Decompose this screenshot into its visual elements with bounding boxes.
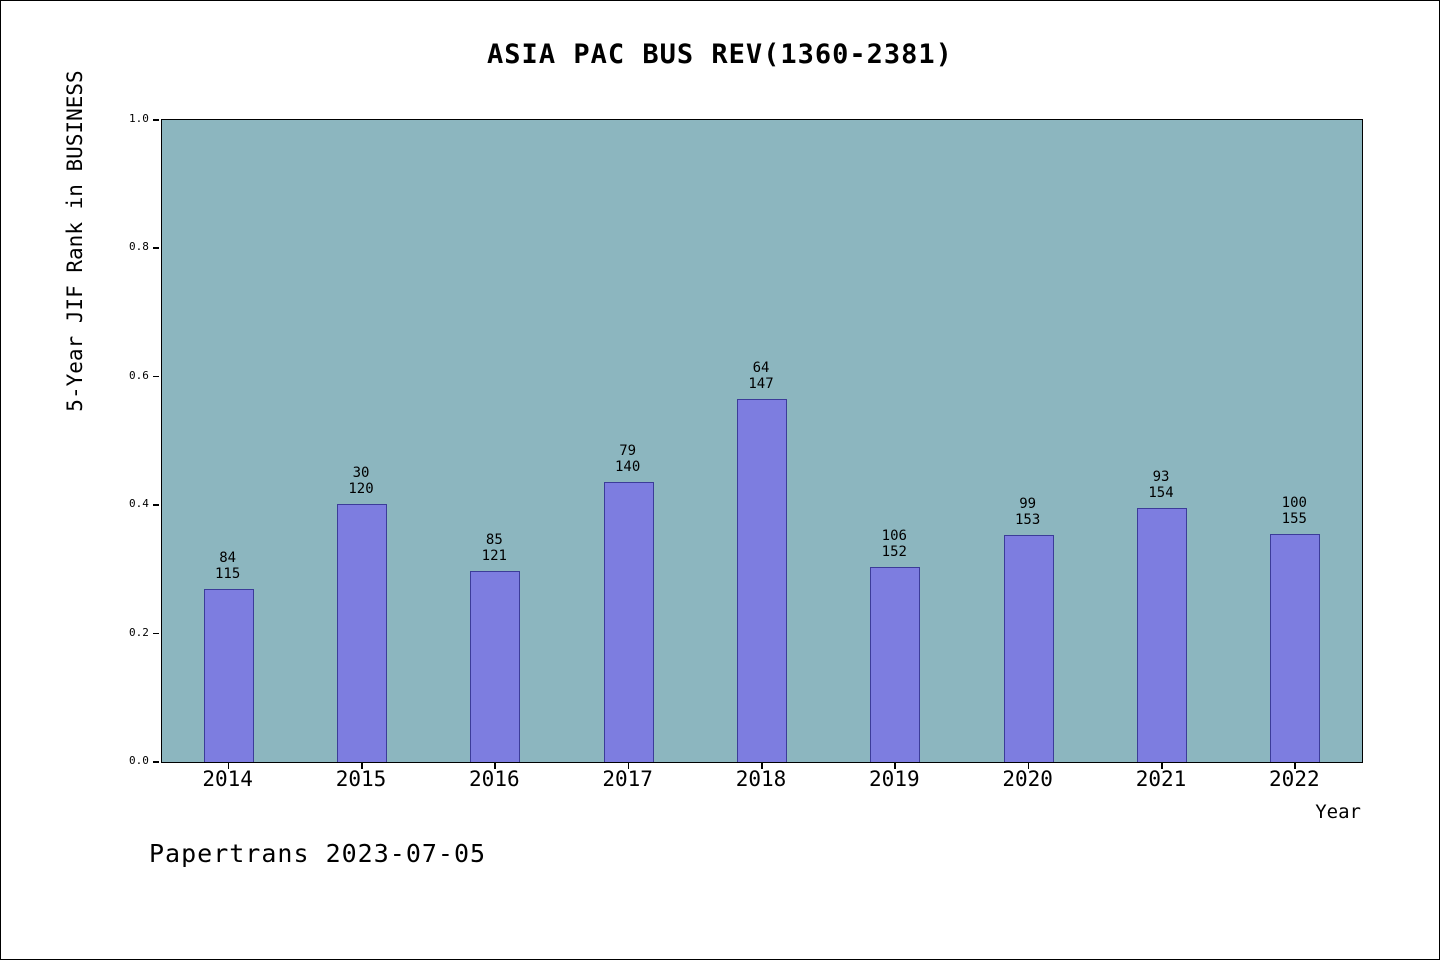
- bar-value-label-2019: 106 152: [881, 528, 907, 560]
- x-tick-label-2022: 2022: [1269, 767, 1320, 791]
- x-tick-label-2015: 2015: [335, 767, 387, 791]
- bar-2016: [470, 571, 521, 762]
- y-tick-label-0.6: 0.6: [129, 368, 149, 382]
- bar-2022: [1270, 534, 1321, 762]
- bar-value-label-2015: 30 120: [348, 465, 374, 497]
- x-tick-mark: [1161, 763, 1163, 769]
- x-tick-label-2019: 2019: [869, 767, 920, 791]
- bar-value-label-2021: 93 154: [1148, 469, 1174, 501]
- y-tick-label-1.0: 1.0: [129, 112, 149, 125]
- bar-value-label-2016: 85 121: [481, 532, 507, 564]
- y-tick-mark: [153, 375, 159, 378]
- y-tick-mark: [153, 247, 159, 249]
- x-tick-label-2017: 2017: [602, 767, 653, 791]
- bar-2017: [603, 482, 654, 762]
- bar-2018: [737, 399, 787, 762]
- bar-2019: [870, 567, 921, 762]
- bar-value-label-2022: 100 155: [1281, 495, 1307, 527]
- y-tick-label-0.8: 0.8: [129, 240, 149, 254]
- x-tick-mark: [494, 763, 496, 769]
- x-tick-mark: [1294, 763, 1296, 769]
- y-axis-label: 5-Year JIF Rank in BUSINESS: [63, 70, 87, 412]
- footer-watermark: Papertrans 2023-07-05: [149, 839, 487, 868]
- x-tick-mark: [1027, 763, 1030, 769]
- bar-2015: [337, 504, 387, 762]
- x-tick-mark: [761, 763, 763, 769]
- bar-2014: [203, 589, 254, 762]
- chart-title: ASIA PAC BUS REV(1360-2381): [487, 39, 953, 70]
- x-tick-label-2016: 2016: [469, 767, 520, 791]
- bar-value-label-2018: 64 147: [748, 360, 774, 392]
- y-tick-mark: [153, 504, 159, 506]
- y-tick-label-0.2: 0.2: [129, 625, 149, 639]
- x-tick-mark: [227, 763, 230, 769]
- bar-value-label-2017: 79 140: [615, 443, 641, 475]
- x-tick-mark: [361, 763, 363, 769]
- x-tick-label-2020: 2020: [1002, 767, 1053, 791]
- x-tick-mark: [627, 763, 630, 769]
- y-tick-mark: [153, 761, 159, 763]
- y-tick-label-0.0: 0.0: [129, 754, 149, 767]
- y-tick-mark: [153, 632, 159, 635]
- x-tick-label-2014: 2014: [202, 767, 253, 791]
- x-axis-label: Year: [1315, 801, 1361, 823]
- y-tick-mark: [153, 119, 159, 121]
- bar-2021: [1137, 508, 1187, 762]
- bar-2020: [1003, 535, 1054, 762]
- x-tick-label-2021: 2021: [1135, 767, 1187, 791]
- bar-value-label-2014: 84 115: [215, 550, 241, 582]
- x-tick-label-2018: 2018: [735, 767, 787, 791]
- y-tick-label-0.4: 0.4: [129, 497, 149, 511]
- plot-area: [161, 119, 1363, 763]
- x-tick-mark: [894, 763, 896, 769]
- bar-value-label-2020: 99 153: [1015, 496, 1041, 528]
